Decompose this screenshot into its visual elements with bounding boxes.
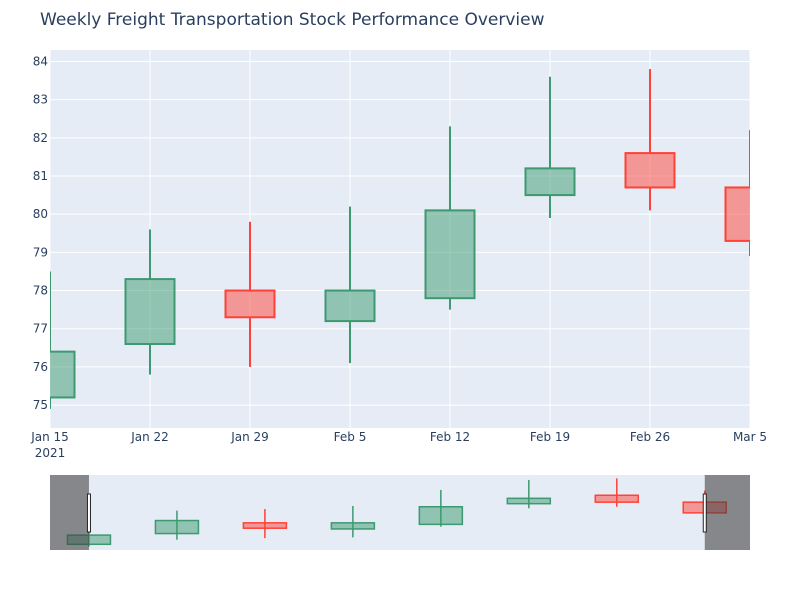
range-slider-mask-left	[50, 475, 89, 550]
mini-candle	[330, 505, 376, 538]
y-tick-label: 78	[33, 284, 48, 298]
mini-candle-body	[506, 497, 552, 505]
x-tick-label: Jan 29	[230, 430, 269, 444]
candle-feb-19[interactable]	[524, 76, 576, 218]
x-tick-label: Feb 5	[334, 430, 367, 444]
candle-feb-5[interactable]	[324, 206, 376, 364]
mini-candle-body	[154, 519, 200, 535]
x-tick-label: Jan 22	[130, 430, 169, 444]
chart-title: Weekly Freight Transportation Stock Perf…	[40, 10, 545, 30]
candles-layer	[26, 69, 775, 409]
range-slider[interactable]	[50, 475, 750, 550]
candle-body	[124, 278, 176, 345]
y-tick-label: 83	[33, 93, 48, 107]
x-tick-label: Mar 5	[733, 430, 767, 444]
y-tick-label: 75	[33, 398, 48, 412]
x-axis: Jan 15 2021 Jan 22 Jan 29 Feb 5 Feb 12 Feb 19 F…	[30, 430, 767, 460]
mini-candle-body	[242, 522, 288, 529]
y-tick-label: 80	[33, 207, 48, 221]
x-tick-label: Feb 19	[530, 430, 570, 444]
candle-body	[724, 186, 750, 242]
x-tick-label: Jan 15	[30, 430, 69, 444]
candle-jan-29[interactable]	[224, 221, 276, 367]
y-tick-label: 84	[33, 54, 48, 68]
candle-body	[424, 209, 476, 300]
range-slider-handle-right[interactable]	[702, 493, 707, 533]
x-tick-year-label: 2021	[35, 446, 66, 460]
candle-body	[224, 289, 276, 319]
plot-area	[50, 50, 750, 428]
candle-body	[624, 152, 676, 189]
candle-body	[324, 289, 376, 323]
mini-candle	[506, 479, 552, 509]
y-tick-label: 77	[33, 322, 48, 336]
candle-jan-22[interactable]	[124, 229, 176, 375]
candle-feb-26[interactable]	[624, 69, 676, 211]
candle-body	[524, 167, 576, 197]
candle-body	[50, 350, 76, 399]
candle-jan-15[interactable]	[26, 271, 76, 409]
mini-candle	[154, 510, 200, 540]
x-tick-label: Feb 12	[430, 430, 470, 444]
mini-candle-body	[418, 506, 464, 526]
x-tick-label: Feb 26	[630, 430, 670, 444]
y-tick-label: 81	[33, 169, 48, 183]
range-slider-mask-right	[704, 475, 750, 550]
candle-feb-12[interactable]	[424, 126, 476, 310]
mini-candle-body	[330, 522, 376, 530]
y-axis: 75 76 77 78 79 80 81 82 83 84	[33, 54, 48, 412]
y-tick-label: 82	[33, 131, 48, 145]
mini-candle	[242, 509, 288, 539]
range-slider-handle-left[interactable]	[86, 493, 91, 533]
mini-candle	[594, 478, 640, 507]
y-tick-label: 76	[33, 360, 48, 374]
candle-mar-5[interactable]	[724, 130, 775, 257]
range-slider-background	[50, 475, 750, 550]
mini-candle	[418, 489, 464, 527]
y-tick-label: 79	[33, 245, 48, 259]
mini-candle-body	[594, 494, 640, 503]
